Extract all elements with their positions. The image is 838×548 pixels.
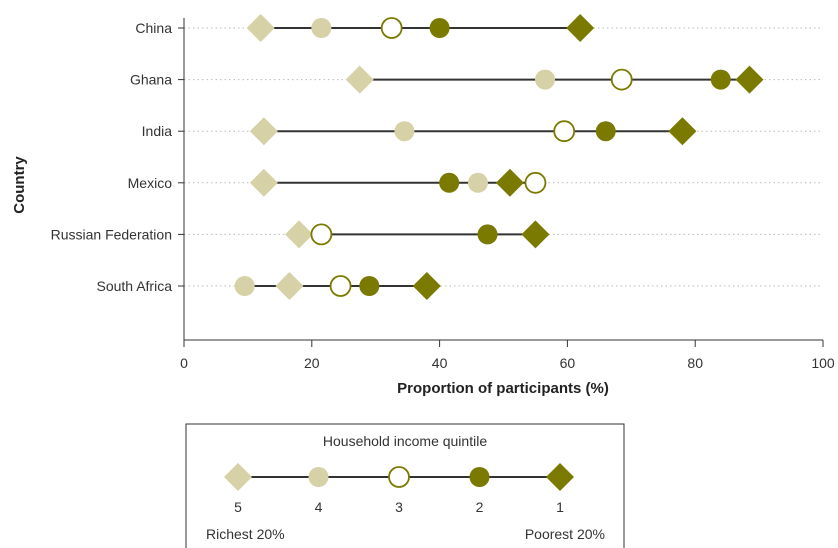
marker-quintile-5 [249,117,278,146]
marker-quintile-1 [495,168,524,197]
marker-quintile-1 [566,14,595,42]
marker-quintile-3 [329,275,352,297]
x-tick-label: 0 [180,355,188,371]
marker-quintile-1 [521,220,550,249]
marker-quintile-2 [710,69,731,90]
marker-quintile-4 [311,18,332,38]
marker-quintile-3 [610,68,633,91]
legend-left-caption: Richest 20% [206,526,285,542]
marker-quintile-2 [439,172,460,193]
x-tick-label: 40 [432,355,448,371]
marker-quintile-5 [345,65,374,94]
y-tick-label: Mexico [128,175,173,191]
marker-quintile-1 [735,65,764,94]
data-markers [234,14,764,300]
legend-marker-5 [224,463,252,491]
marker-quintile-2 [595,121,616,142]
y-axis-title: Country [11,156,28,214]
marker-quintile-5 [249,168,278,197]
legend-marker-4 [308,467,329,487]
y-tick-labels: China Ghana India Mexico Russian Federation S… [51,20,173,294]
y-tick-label: Russian Federation [51,226,172,242]
legend-marker-3 [388,466,410,488]
legend: Household income quintile Richest 20% Po… [185,423,625,548]
x-tick-label: 80 [687,355,703,371]
marker-quintile-1 [412,272,441,300]
y-tick-label: China [135,20,172,36]
marker-quintile-3 [524,171,547,194]
marker-quintile-3 [310,223,333,246]
x-axis-title: Proportion of participants (%) [397,380,609,397]
legend-marker-2 [469,467,490,487]
marker-quintile-4 [394,121,415,142]
legend-box [185,423,625,548]
marker-quintile-4 [535,69,556,90]
y-tick-label: Ghana [130,72,172,88]
marker-quintile-2 [359,276,380,296]
marker-quintile-3 [380,17,403,39]
marker-quintile-4 [467,172,488,193]
legend-marker-1 [546,463,574,491]
legend-item-label: 4 [315,499,323,515]
x-tick-label: 100 [811,355,835,371]
legend-item-label: 3 [395,499,403,515]
marker-quintile-4 [234,276,255,296]
marker-quintile-2 [477,224,498,245]
marker-quintile-5 [285,220,314,249]
y-tick-label: India [142,123,173,139]
marker-quintile-2 [429,18,450,38]
grid-lines [184,27,823,287]
marker-quintile-3 [553,120,576,143]
x-tick-label: 60 [560,355,576,371]
x-tick-label: 20 [304,355,320,371]
legend-item-label: 1 [556,499,564,515]
range-lines [244,27,750,287]
marker-quintile-5 [246,14,275,42]
legend-item-label: 5 [234,499,242,515]
marker-quintile-1 [668,117,697,146]
legend-right-caption: Poorest 20% [525,526,605,542]
marker-quintile-5 [275,272,304,300]
y-tick-label: South Africa [97,278,173,294]
legend-item-label: 2 [476,499,484,515]
x-tick-marks: 0 20 40 60 80 100 [178,27,835,371]
legend-title: Household income quintile [323,433,487,449]
